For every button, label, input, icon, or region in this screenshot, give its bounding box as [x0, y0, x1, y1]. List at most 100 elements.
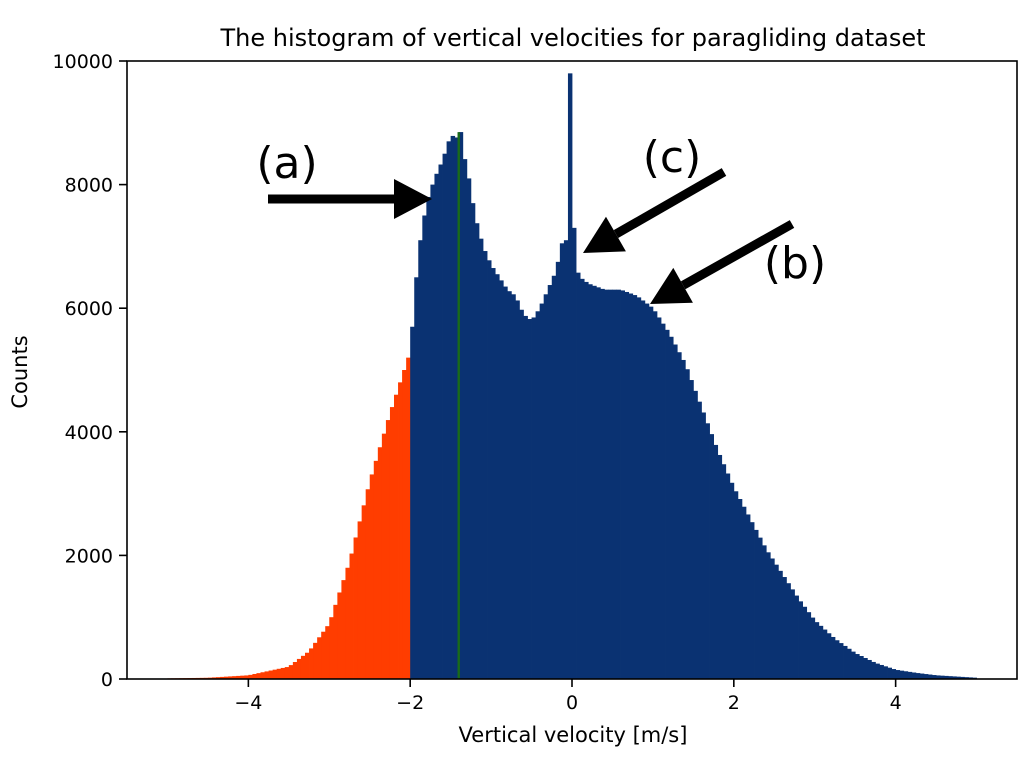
histogram-bar — [325, 626, 330, 679]
histogram-bar — [612, 289, 617, 679]
histogram-bar — [652, 311, 658, 679]
histogram-bar — [798, 601, 803, 679]
x-axis-label: Vertical velocity [m/s] — [459, 723, 688, 747]
histogram-bar — [620, 290, 625, 679]
histogram-bar — [272, 669, 278, 679]
histogram-bar — [843, 645, 848, 679]
histogram-bar — [786, 583, 791, 679]
histogram-bar — [940, 675, 945, 679]
histogram-bar — [438, 164, 443, 679]
histogram-bar — [632, 295, 638, 679]
y-tick-label: 6000 — [65, 298, 113, 320]
histogram-bar — [847, 648, 852, 679]
histogram-bar — [300, 655, 306, 679]
histogram-bar — [806, 612, 812, 679]
histogram-bar — [466, 178, 472, 680]
histogram-bar — [871, 661, 876, 679]
annotation-arrow-shaft — [680, 220, 795, 290]
histogram-bar — [673, 344, 678, 679]
histogram-bar — [584, 281, 589, 679]
histogram-bar — [268, 670, 274, 679]
annotation-label: (a) — [256, 138, 317, 189]
histogram-bar — [669, 336, 674, 679]
x-tick-label: 0 — [566, 692, 578, 714]
histogram-bar — [830, 636, 836, 679]
histogram-bar — [244, 675, 249, 679]
histogram-bar — [968, 677, 973, 679]
histogram-bar — [592, 285, 597, 679]
histogram-bar — [766, 552, 771, 679]
histogram-bar — [539, 303, 545, 679]
histogram-bar — [644, 303, 650, 679]
histogram-bar — [903, 671, 909, 679]
histogram-bar — [361, 505, 367, 679]
histogram-bar — [414, 277, 419, 679]
histogram-bar — [822, 629, 828, 679]
histogram-bar — [499, 280, 504, 679]
annotations: (a) (b) (c) — [256, 132, 826, 304]
histogram-bar — [608, 289, 613, 679]
histogram-bar — [851, 651, 856, 679]
histogram-bar — [932, 675, 937, 679]
histogram-bar — [264, 671, 269, 679]
histogram-bar — [543, 294, 549, 679]
histogram-bar — [762, 545, 767, 679]
histogram-bar — [531, 317, 536, 679]
histogram-bar — [256, 673, 261, 679]
histogram-bar — [588, 284, 593, 679]
histogram-bar — [956, 676, 961, 679]
y-tick-label: 2000 — [65, 545, 113, 567]
chart-title: The histogram of vertical velocities for… — [219, 24, 925, 52]
histogram-bar — [952, 676, 957, 679]
histogram-bar — [365, 489, 371, 679]
histogram-bar — [741, 506, 747, 679]
histogram-bar — [555, 261, 561, 679]
histogram-bar — [705, 423, 710, 679]
histogram-bar — [224, 676, 229, 679]
histogram-bar — [681, 359, 686, 679]
histogram-bar — [656, 317, 662, 679]
histogram-bar — [661, 323, 666, 679]
histogram-bar — [697, 401, 702, 679]
histogram-bar — [563, 240, 569, 679]
histogram-bar — [863, 657, 868, 679]
histogram-bar — [733, 491, 739, 679]
histogram-bar — [216, 677, 221, 679]
histogram-bar — [228, 676, 233, 679]
histogram-bar — [292, 662, 298, 679]
histogram-bar — [422, 215, 427, 679]
histogram-bar — [907, 671, 913, 679]
histogram-bar — [867, 659, 872, 679]
histogram-bar — [402, 370, 407, 679]
histogram-bar — [381, 433, 387, 679]
histogram-bar — [454, 137, 460, 680]
annotation-arrow-head — [650, 267, 693, 304]
histogram-bar — [624, 291, 630, 679]
histogram-bar — [394, 394, 399, 679]
histogram-bar — [839, 643, 844, 679]
histogram-bar — [478, 238, 484, 680]
histogram-bar — [616, 289, 621, 679]
histogram-bar — [260, 672, 265, 679]
y-tick-label: 10000 — [53, 51, 113, 73]
histogram-bar — [406, 357, 411, 679]
y-axis: 0 2000 4000 6000 8000 10000 — [53, 51, 127, 691]
x-tick-label: −2 — [396, 692, 424, 714]
histogram-bar — [899, 670, 905, 679]
histogram-bar — [398, 382, 403, 679]
histogram-bar — [276, 668, 282, 679]
histogram-bar — [818, 625, 824, 679]
histogram-bar — [572, 227, 577, 680]
histogram-bar — [745, 514, 751, 679]
histogram-bar — [474, 223, 480, 679]
histogram-bar — [693, 390, 698, 679]
histogram-bar — [220, 676, 225, 679]
histogram-bar — [948, 676, 953, 679]
histogram-bar — [729, 482, 735, 679]
histogram-bar — [434, 173, 439, 680]
histogram-bar — [240, 675, 245, 679]
histogram-bar — [709, 434, 714, 679]
histogram-bar — [385, 420, 391, 679]
histogram-bar — [321, 631, 326, 679]
